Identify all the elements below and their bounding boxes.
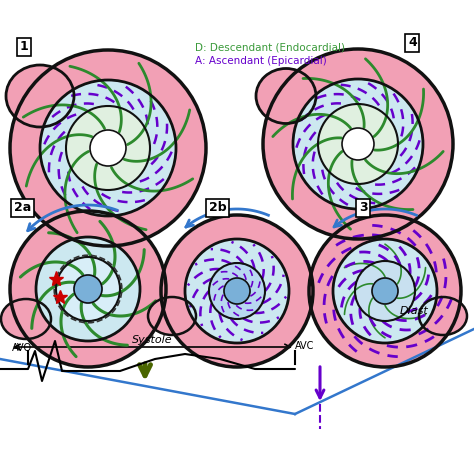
Text: 3: 3	[359, 201, 368, 214]
Circle shape	[355, 261, 415, 321]
Circle shape	[318, 104, 398, 184]
Circle shape	[372, 278, 398, 304]
Circle shape	[161, 215, 313, 367]
Circle shape	[263, 49, 453, 239]
Circle shape	[74, 275, 102, 303]
Circle shape	[309, 215, 461, 367]
Text: D: Descendant (Endocardial): D: Descendant (Endocardial)	[195, 42, 345, 52]
Circle shape	[333, 239, 437, 343]
Ellipse shape	[148, 297, 196, 335]
Circle shape	[36, 237, 140, 341]
Text: 4: 4	[408, 36, 417, 49]
Circle shape	[293, 79, 423, 209]
Ellipse shape	[419, 297, 467, 335]
Circle shape	[10, 211, 166, 367]
Circle shape	[10, 50, 206, 246]
Circle shape	[342, 128, 374, 160]
Circle shape	[40, 80, 176, 216]
Circle shape	[90, 130, 126, 166]
Text: 1: 1	[20, 40, 29, 53]
Text: 2a: 2a	[14, 201, 31, 214]
Circle shape	[66, 106, 150, 190]
Ellipse shape	[256, 69, 316, 124]
Circle shape	[56, 257, 120, 321]
Ellipse shape	[6, 65, 74, 127]
Circle shape	[185, 239, 289, 343]
Text: 2b: 2b	[209, 201, 227, 214]
Ellipse shape	[1, 299, 51, 339]
Circle shape	[224, 278, 250, 304]
Text: Diast: Diast	[400, 306, 429, 316]
Text: Systole: Systole	[132, 335, 173, 345]
Circle shape	[209, 263, 265, 319]
Text: AVC: AVC	[295, 341, 314, 351]
Text: A: Ascendant (Epicardial): A: Ascendant (Epicardial)	[195, 56, 327, 66]
Text: AVO: AVO	[12, 343, 32, 353]
